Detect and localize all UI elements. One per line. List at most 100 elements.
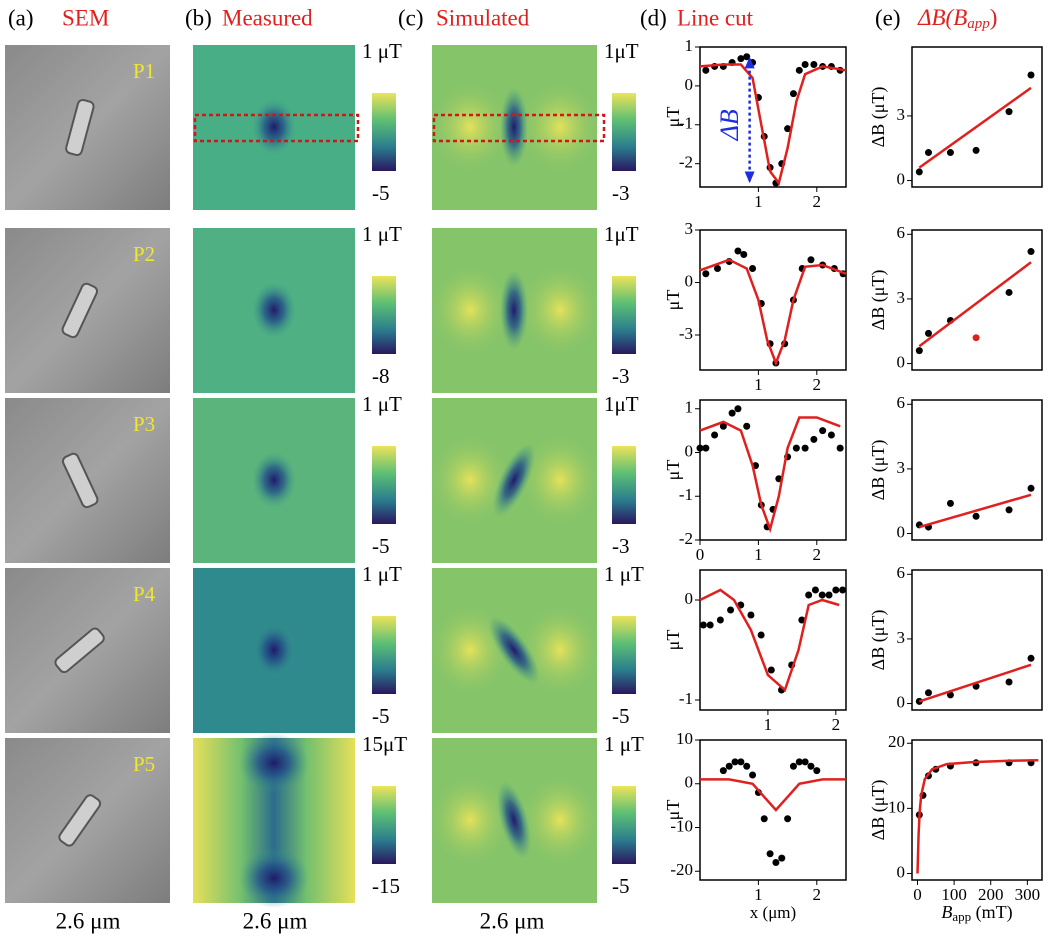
colorbar-min: -5 <box>372 534 390 558</box>
x-tick-label: 1 <box>754 375 763 394</box>
data-point <box>924 329 932 337</box>
colorbar-max: 1 μT <box>362 222 402 246</box>
data-point <box>706 621 714 629</box>
data-point <box>767 666 775 674</box>
data-point <box>836 444 844 452</box>
linecut-region <box>432 113 606 143</box>
data-point <box>795 66 803 74</box>
data-point <box>789 90 797 98</box>
data-point <box>818 591 826 599</box>
x-axis-label: x (μm) <box>750 903 796 922</box>
y-tick-label: 3 <box>897 628 906 647</box>
y-tick-label: 0 <box>685 441 694 460</box>
colorbar-min: -5 <box>372 704 390 728</box>
y-tick-label: 0 <box>897 169 906 188</box>
x-tick-label: 0 <box>913 885 922 904</box>
simulated-dipole <box>500 87 528 167</box>
plot-frame <box>911 46 1043 188</box>
x-tick-label: 300 <box>1015 885 1041 904</box>
data-point <box>731 758 739 766</box>
data-point <box>827 431 835 439</box>
data-point <box>716 616 724 624</box>
sem-particle <box>61 452 99 509</box>
data-point <box>825 591 833 599</box>
measured-dipole <box>252 622 296 678</box>
plot-frame <box>699 739 847 881</box>
simulated-lobe <box>430 435 510 525</box>
data-point <box>789 762 797 770</box>
data-point <box>801 444 809 452</box>
data-point <box>696 444 704 452</box>
x-tick-label: 2 <box>813 545 822 564</box>
y-tick-label: 0 <box>897 352 906 371</box>
colorbar <box>612 616 636 694</box>
colorbar-min: -3 <box>612 181 630 205</box>
data-point <box>737 758 745 766</box>
x-tick-label: 1 <box>754 192 763 211</box>
data-point <box>725 762 733 770</box>
plot-frame <box>699 46 847 188</box>
y-tick-label: 10 <box>676 729 693 748</box>
fit-line <box>918 86 1032 169</box>
simulated-lobe <box>520 265 600 355</box>
colorbar <box>612 446 636 524</box>
data-point <box>810 435 818 443</box>
y-axis-label: ΔB (μT) <box>868 87 889 148</box>
linecut-region <box>193 113 360 143</box>
data-point <box>1027 484 1035 492</box>
scale-label: 2.6 μm <box>480 908 545 933</box>
data-point <box>1027 71 1035 79</box>
colorbar <box>612 786 636 864</box>
data-point <box>946 149 954 157</box>
fit-line <box>699 416 841 534</box>
panel-title: Simulated <box>436 5 530 30</box>
y-tick-label: -1 <box>679 485 693 504</box>
colorbar-min: -8 <box>372 364 390 388</box>
colorbar <box>372 93 396 171</box>
data-point <box>740 251 748 258</box>
data-point <box>972 512 980 520</box>
particle-label: P1 <box>133 59 155 83</box>
fit-line <box>916 758 1039 874</box>
data-point <box>737 55 745 63</box>
y-tick-label: 3 <box>897 105 906 124</box>
y-axis-label: μT <box>663 630 683 651</box>
y-tick-label: -1 <box>679 689 693 708</box>
sem-particle <box>65 98 95 156</box>
y-tick-label: 0 <box>897 522 906 541</box>
colorbar-max: 1μT <box>604 392 639 416</box>
fit-line <box>700 778 846 812</box>
colorbar <box>372 786 396 864</box>
x-tick-label: 100 <box>941 885 967 904</box>
plot-frame <box>911 569 1043 711</box>
y-tick-label: 3 <box>897 458 906 477</box>
data-point <box>915 347 923 355</box>
measured-dipole <box>252 99 296 155</box>
data-point <box>813 767 821 775</box>
data-point <box>810 61 818 68</box>
y-tick-label: 0 <box>685 75 694 94</box>
text-part: app <box>952 909 971 924</box>
y-tick-label: 0 <box>897 692 906 711</box>
colorbar-max: 1 μT <box>362 39 402 63</box>
scale-label: 2.6 μm <box>243 908 308 933</box>
fit-line <box>699 63 847 186</box>
text-part: (mT) <box>971 902 1012 923</box>
y-axis-label: μT <box>663 107 683 128</box>
y-tick-label: 0 <box>685 271 694 290</box>
colorbar-max: 1 μT <box>604 562 644 586</box>
data-point <box>924 689 932 697</box>
measured-lobe <box>239 733 309 793</box>
data-point <box>711 431 719 439</box>
data-point <box>972 146 980 154</box>
measured-lobe <box>239 848 309 908</box>
text-part: B <box>941 902 952 922</box>
colorbar-min: -3 <box>612 534 630 558</box>
colorbar-min: -5 <box>372 181 390 205</box>
data-point <box>1005 678 1013 686</box>
simulated-lobe <box>520 775 600 865</box>
panel-tag: (d) <box>640 5 667 30</box>
panel-tag: (c) <box>398 5 424 30</box>
data-point <box>719 422 727 430</box>
particle-label: P3 <box>133 412 155 436</box>
